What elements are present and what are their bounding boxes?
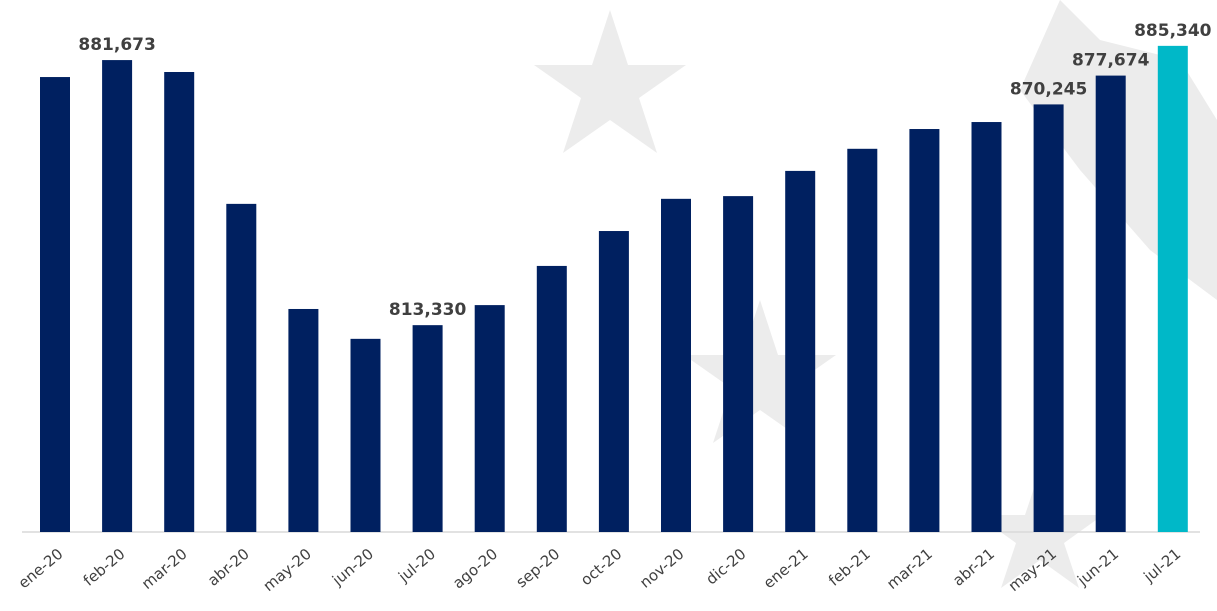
bar [909,129,940,533]
bar [661,198,691,532]
x-tick-label: ene-21 [760,545,812,593]
bar [971,122,1002,532]
bar [288,308,319,532]
x-tick-label: oct-20 [577,545,625,590]
x-tick-label: jul-20 [394,545,439,587]
x-tick-label: abr-20 [204,545,253,590]
x-tick-label: ene-20 [15,545,67,593]
x-tick-label: nov-20 [636,545,687,592]
bar [474,305,505,532]
x-tick-label: jun-21 [1073,545,1122,590]
x-tick-label: abr-21 [949,545,998,590]
bar [350,338,381,532]
x-tick-label: ago-20 [449,545,501,593]
bar [40,77,70,532]
value-label: 877,674 [1072,51,1150,71]
bar [102,60,133,532]
bar [164,72,195,532]
bar [1095,75,1126,532]
bar [723,196,754,532]
bar [412,325,443,532]
value-label: 881,673 [78,35,155,55]
bar [847,148,878,532]
bar [598,231,629,532]
x-tick-label: jul-21 [1139,545,1184,587]
bar [536,265,567,532]
bar [785,170,816,532]
value-label: 885,340 [1134,21,1212,41]
x-tick-label: sep-20 [513,545,564,592]
x-tick-label: feb-21 [825,545,874,590]
bar [226,203,257,532]
bar [1033,104,1064,532]
x-tick-label: jun-20 [328,545,377,590]
x-tick-label: dic-20 [702,545,749,589]
x-tick-label: mar-20 [138,545,191,593]
value-label: 813,330 [389,300,467,320]
bar [1157,45,1188,532]
value-label: 870,245 [1010,79,1087,99]
x-tick-label: may-20 [260,545,315,595]
x-tick-label: feb-20 [80,545,129,590]
x-tick-label: mar-21 [883,545,936,593]
